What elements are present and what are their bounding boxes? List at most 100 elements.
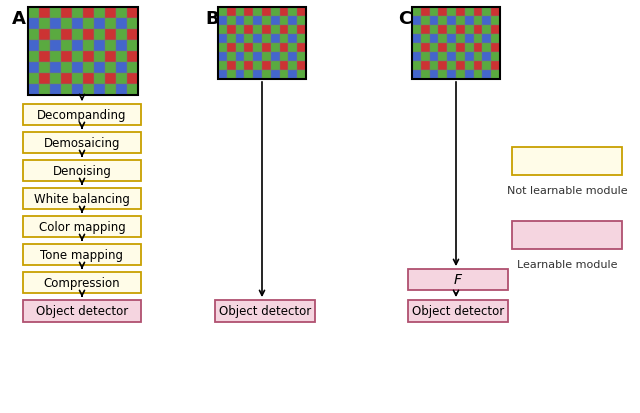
Bar bbox=[94, 19, 105, 30]
Bar bbox=[483, 53, 492, 62]
Bar bbox=[227, 8, 236, 17]
Bar bbox=[83, 74, 94, 85]
Bar bbox=[94, 30, 105, 41]
Text: F: F bbox=[454, 273, 462, 287]
Bar bbox=[429, 17, 438, 26]
Bar bbox=[456, 35, 465, 44]
Bar bbox=[280, 26, 289, 35]
Bar bbox=[236, 71, 244, 80]
Bar bbox=[105, 30, 116, 41]
Bar bbox=[289, 53, 297, 62]
Bar bbox=[408, 300, 508, 322]
Bar bbox=[262, 53, 271, 62]
Bar bbox=[474, 71, 483, 80]
Bar bbox=[61, 19, 72, 30]
Bar bbox=[39, 8, 50, 19]
Bar bbox=[72, 74, 83, 85]
Bar bbox=[127, 52, 138, 63]
Bar bbox=[227, 62, 236, 71]
Bar bbox=[421, 8, 429, 17]
Bar bbox=[227, 26, 236, 35]
Bar bbox=[412, 8, 500, 80]
Bar bbox=[39, 74, 50, 85]
Bar bbox=[447, 26, 456, 35]
Bar bbox=[474, 62, 483, 71]
Bar bbox=[297, 35, 306, 44]
Bar bbox=[429, 26, 438, 35]
Bar bbox=[262, 71, 271, 80]
Bar bbox=[244, 17, 253, 26]
Bar bbox=[421, 44, 429, 53]
Bar bbox=[289, 44, 297, 53]
Bar bbox=[28, 30, 39, 41]
Bar bbox=[23, 161, 141, 182]
Bar bbox=[218, 26, 227, 35]
Bar bbox=[72, 85, 83, 96]
Bar bbox=[447, 53, 456, 62]
Bar bbox=[227, 35, 236, 44]
Bar bbox=[236, 53, 244, 62]
Bar bbox=[105, 41, 116, 52]
Bar bbox=[429, 62, 438, 71]
Bar bbox=[227, 53, 236, 62]
Bar bbox=[474, 8, 483, 17]
Bar bbox=[429, 71, 438, 80]
Bar bbox=[297, 53, 306, 62]
Bar bbox=[492, 26, 500, 35]
Bar bbox=[72, 8, 83, 19]
Bar bbox=[412, 62, 421, 71]
Bar bbox=[72, 41, 83, 52]
Bar bbox=[429, 8, 438, 17]
Bar bbox=[262, 35, 271, 44]
Bar bbox=[447, 35, 456, 44]
Bar bbox=[94, 74, 105, 85]
Bar bbox=[23, 272, 141, 293]
Bar bbox=[412, 71, 421, 80]
Text: Learnable module: Learnable module bbox=[516, 259, 617, 269]
Bar bbox=[28, 63, 39, 74]
Bar bbox=[83, 85, 94, 96]
Bar bbox=[280, 71, 289, 80]
Bar bbox=[421, 26, 429, 35]
Text: Object detector: Object detector bbox=[219, 305, 311, 318]
Bar bbox=[262, 62, 271, 71]
Bar bbox=[271, 44, 280, 53]
Bar bbox=[465, 71, 474, 80]
Bar bbox=[94, 63, 105, 74]
Bar bbox=[50, 19, 61, 30]
Bar bbox=[280, 8, 289, 17]
Bar bbox=[94, 52, 105, 63]
Bar bbox=[61, 8, 72, 19]
Bar bbox=[271, 62, 280, 71]
Bar bbox=[438, 53, 447, 62]
Bar bbox=[447, 44, 456, 53]
Bar bbox=[280, 44, 289, 53]
Bar bbox=[456, 62, 465, 71]
Bar bbox=[23, 216, 141, 237]
Bar bbox=[244, 53, 253, 62]
Bar bbox=[483, 26, 492, 35]
Bar bbox=[412, 26, 421, 35]
Bar bbox=[289, 17, 297, 26]
Bar bbox=[438, 26, 447, 35]
Bar bbox=[39, 19, 50, 30]
Bar bbox=[412, 44, 421, 53]
Bar bbox=[50, 8, 61, 19]
Bar bbox=[218, 62, 227, 71]
Bar bbox=[253, 35, 262, 44]
Bar bbox=[227, 44, 236, 53]
Bar bbox=[429, 44, 438, 53]
Bar bbox=[83, 30, 94, 41]
Bar bbox=[28, 8, 39, 19]
Bar bbox=[227, 71, 236, 80]
Bar bbox=[412, 17, 421, 26]
Bar bbox=[408, 269, 508, 290]
Bar bbox=[483, 71, 492, 80]
Bar bbox=[429, 53, 438, 62]
Bar bbox=[244, 26, 253, 35]
Bar bbox=[28, 19, 39, 30]
Bar bbox=[456, 26, 465, 35]
Bar bbox=[236, 35, 244, 44]
Bar bbox=[236, 26, 244, 35]
Bar bbox=[116, 19, 127, 30]
